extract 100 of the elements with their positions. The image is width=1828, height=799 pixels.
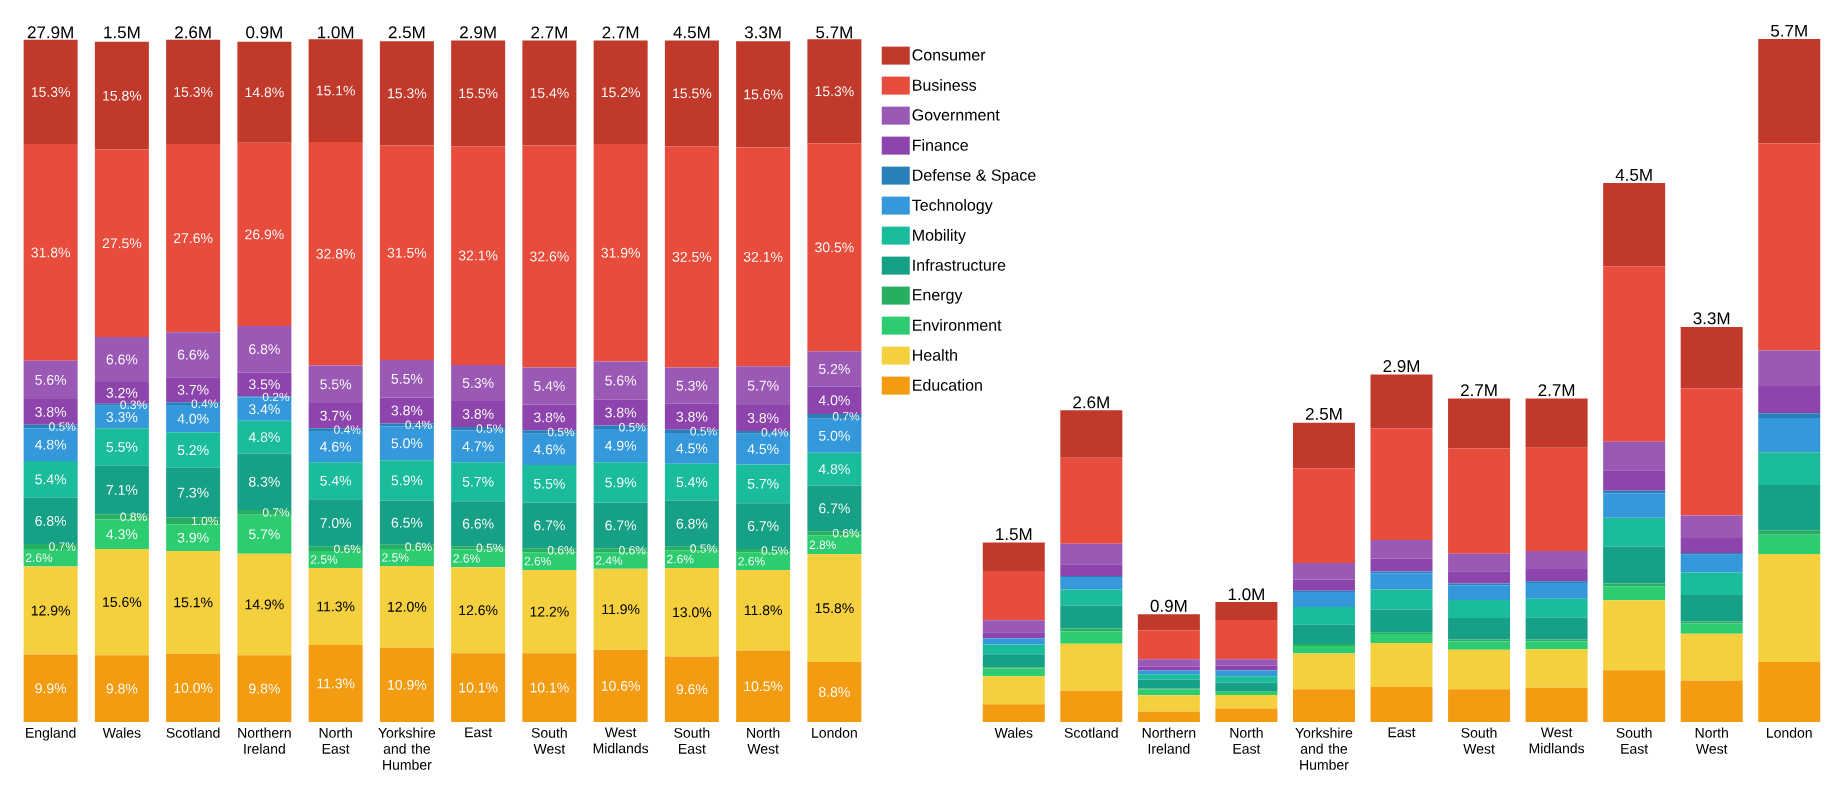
data-label: 8.3% [249, 476, 280, 487]
data-label: 3.5% [248, 379, 280, 390]
data-label: 3.4% [248, 404, 280, 415]
data-label: 15.6% [103, 597, 142, 607]
data-label: 15.3% [815, 86, 854, 97]
data-label: 12.6% [459, 605, 498, 616]
legend-label: Finance [913, 139, 968, 151]
data-label: 0.4% [191, 399, 219, 408]
data-label: 0.5% [547, 427, 575, 437]
data-label: 6.7% [747, 521, 779, 532]
data-label: 11.8% [744, 605, 782, 616]
annotation: 0.9M [1150, 599, 1187, 612]
data-label: 5.5% [320, 379, 352, 390]
x-tick-label: Scotland [166, 727, 220, 738]
data-label: 2.5% [310, 555, 338, 564]
x-tick-label: Wales [102, 727, 141, 738]
data-label: 6.6% [106, 354, 138, 365]
data-label: 0.2% [262, 392, 290, 402]
data-label: 26.9% [245, 229, 284, 240]
data-label: 12.2% [530, 606, 569, 617]
x-tick-label: Yorkshire and the Humber [378, 727, 436, 770]
data-label: 12.0% [388, 601, 427, 612]
data-label: 15.5% [673, 88, 712, 99]
data-label: 2.8% [809, 540, 837, 550]
data-label: 7.1% [106, 485, 138, 495]
data-label: 32.6% [530, 251, 569, 262]
data-label: 0.3% [120, 400, 147, 409]
annotation: 1.5M [104, 26, 140, 39]
data-label: 8.8% [819, 687, 850, 697]
annotation: 2.7M [531, 26, 567, 39]
data-label: 15.3% [388, 88, 427, 99]
legend-label: Infrastructure [913, 259, 1006, 271]
data-label: 5.4% [320, 475, 352, 486]
x-tick-label: North West [747, 727, 780, 754]
data-label: 31.9% [601, 247, 640, 258]
data-label: 4.3% [106, 529, 138, 540]
data-label: 7.0% [320, 518, 352, 528]
data-label: 3.8% [676, 411, 708, 422]
x-tick-label: North West [1695, 727, 1728, 754]
data-label: 4.7% [462, 441, 494, 452]
annotation: 1.5M [996, 528, 1032, 541]
data-label: 2.6% [667, 554, 694, 564]
annotation: 2.5M [388, 26, 425, 39]
data-label: 14.9% [245, 599, 284, 610]
data-label: 5.2% [819, 364, 850, 374]
data-label: 4.6% [533, 444, 565, 455]
data-label: 5.3% [676, 380, 708, 391]
data-label: 5.5% [106, 442, 138, 452]
data-label: 0.8% [120, 512, 147, 522]
x-tick-label: Northern Ireland [1142, 727, 1196, 754]
data-label: 0.7% [832, 412, 860, 421]
data-label: 0.5% [761, 546, 789, 555]
data-label: 3.8% [391, 405, 423, 416]
data-label: 15.1% [174, 597, 213, 608]
data-label: 30.5% [815, 242, 854, 253]
data-label: 0.6% [832, 528, 860, 538]
x-tick-label: London [812, 727, 857, 738]
data-label: 0.4% [334, 425, 361, 434]
annotation: 2.6M [1073, 396, 1109, 409]
annotation: 27.9M [27, 26, 73, 39]
data-label: 5.7% [249, 529, 280, 540]
data-label: 2.5% [382, 553, 409, 562]
data-label: 3.8% [747, 413, 779, 423]
data-label: 15.3% [174, 86, 213, 97]
data-label: 6.5% [391, 517, 423, 528]
data-label: 4.6% [320, 441, 352, 452]
legend-label: Environment [913, 319, 1002, 331]
annotation: 3.3M [744, 26, 781, 39]
data-label: 6.7% [605, 520, 637, 531]
data-label: 11.3% [317, 678, 355, 689]
data-label: 31.8% [31, 247, 70, 258]
data-label: 11.9% [602, 604, 640, 615]
data-label: 0.4% [761, 428, 789, 437]
data-label: 2.6% [25, 553, 53, 562]
data-label: 4.8% [818, 464, 850, 475]
annotation: 4.5M [673, 26, 710, 39]
data-label: 15.2% [601, 87, 640, 98]
annotation: 0.9M [246, 26, 282, 39]
data-label: 0.7% [262, 508, 290, 517]
data-label: 6.8% [676, 518, 708, 529]
data-label: 5.4% [676, 477, 708, 488]
data-label: 10.5% [744, 681, 783, 692]
data-label: 11.3% [317, 601, 355, 612]
data-label: 0.5% [690, 427, 717, 436]
data-label: 0.5% [476, 424, 504, 433]
data-label: 5.4% [35, 474, 67, 485]
legend-label: Energy [913, 289, 963, 304]
legend-label: Technology [912, 199, 993, 214]
legend-label: Business [913, 79, 977, 91]
data-label: 13.0% [673, 607, 712, 618]
data-label: 10.6% [601, 680, 640, 691]
data-label: 32.1% [458, 250, 498, 261]
data-label: 6.7% [819, 503, 850, 514]
data-label: 32.8% [316, 248, 355, 259]
data-label: 14.8% [245, 87, 284, 98]
data-label: 9.8% [106, 683, 138, 694]
data-label: 15.8% [815, 603, 854, 614]
data-label: 10.1% [459, 682, 498, 693]
data-label: 5.6% [605, 375, 637, 386]
data-label: 32.5% [672, 251, 712, 262]
